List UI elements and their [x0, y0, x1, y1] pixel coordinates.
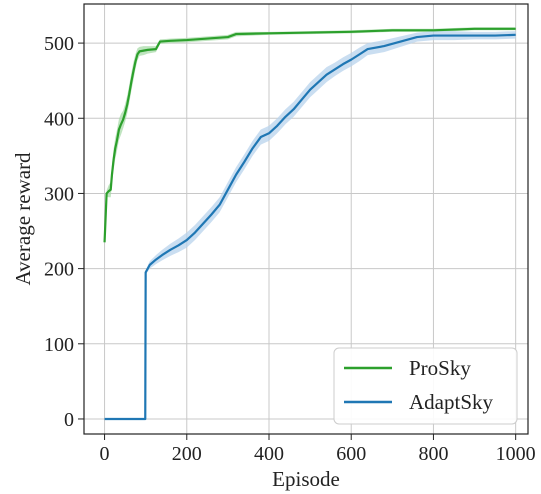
x-tick-label: 600	[336, 443, 366, 465]
x-axis-title: Episode	[272, 467, 340, 491]
x-tick-label: 200	[172, 443, 202, 465]
x-tick-label: 1000	[496, 443, 536, 465]
x-tick-label: 400	[254, 443, 284, 465]
y-tick-label: 400	[44, 108, 74, 130]
x-tick-label: 800	[418, 443, 448, 465]
legend: ProSky AdaptSky	[333, 347, 518, 425]
ticks: 0 200 400 600 800 1000 0 100 200 300 400 500	[44, 33, 536, 465]
y-tick-label: 200	[44, 259, 74, 281]
legend-label-adaptsky: AdaptSky	[409, 390, 494, 414]
x-tick-label: 0	[100, 443, 110, 465]
grid	[84, 4, 528, 434]
y-tick-label: 100	[44, 334, 74, 356]
prosky-confidence-band	[104, 27, 516, 243]
prosky-line	[103, 27, 516, 243]
legend-label-prosky: ProSky	[409, 356, 471, 380]
series-lines	[103, 27, 516, 421]
plot-frame	[83, 3, 529, 435]
confidence-bands	[104, 27, 516, 419]
y-tick-label: 0	[64, 409, 74, 431]
y-tick-label: 300	[44, 183, 74, 205]
y-axis-title: Average reward	[11, 152, 35, 286]
adaptsky-line	[104, 33, 516, 421]
y-tick-label: 500	[44, 33, 74, 55]
